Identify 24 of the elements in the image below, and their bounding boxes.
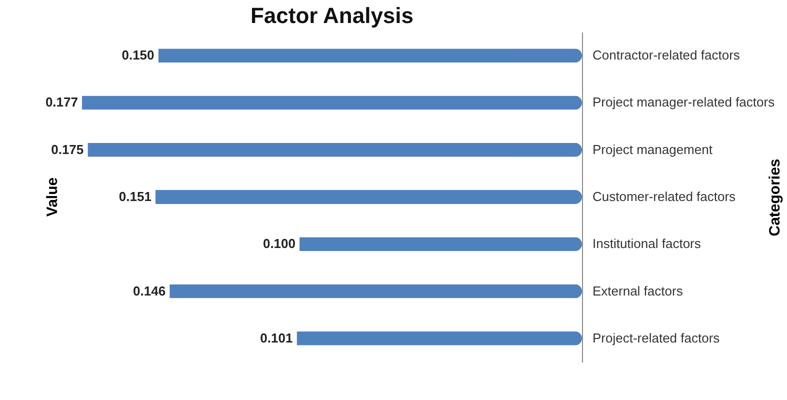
y-tick-label: Contractor-related factors bbox=[592, 48, 740, 63]
chart-title: Factor Analysis bbox=[250, 3, 414, 28]
y-tick-label: Project-related factors bbox=[592, 330, 720, 346]
data-label: 0.100 bbox=[262, 236, 296, 252]
bar bbox=[158, 48, 582, 63]
y-tick-label: Institutional factors bbox=[592, 236, 702, 252]
data-label: 0.101 bbox=[260, 330, 293, 346]
bar bbox=[170, 284, 582, 298]
bar bbox=[296, 331, 582, 346]
data-label: 0.146 bbox=[133, 283, 166, 298]
y-tick-label: External factors bbox=[592, 283, 684, 298]
data-label: 0.151 bbox=[118, 189, 152, 204]
y-tick-label: Project manager-related factors bbox=[592, 94, 776, 110]
data-label: 0.177 bbox=[45, 94, 78, 110]
data-label: 0.175 bbox=[51, 142, 84, 157]
y2-axis-title: Categories bbox=[766, 158, 784, 236]
bar bbox=[82, 96, 582, 110]
data-label: 0.150 bbox=[122, 48, 154, 63]
y-tick-label: Project management bbox=[592, 142, 713, 157]
bar bbox=[88, 142, 582, 157]
bar bbox=[300, 237, 582, 252]
y-axis-title: Value bbox=[44, 177, 61, 217]
bar bbox=[155, 190, 582, 204]
y-tick-label: Customer-related factors bbox=[592, 189, 736, 204]
